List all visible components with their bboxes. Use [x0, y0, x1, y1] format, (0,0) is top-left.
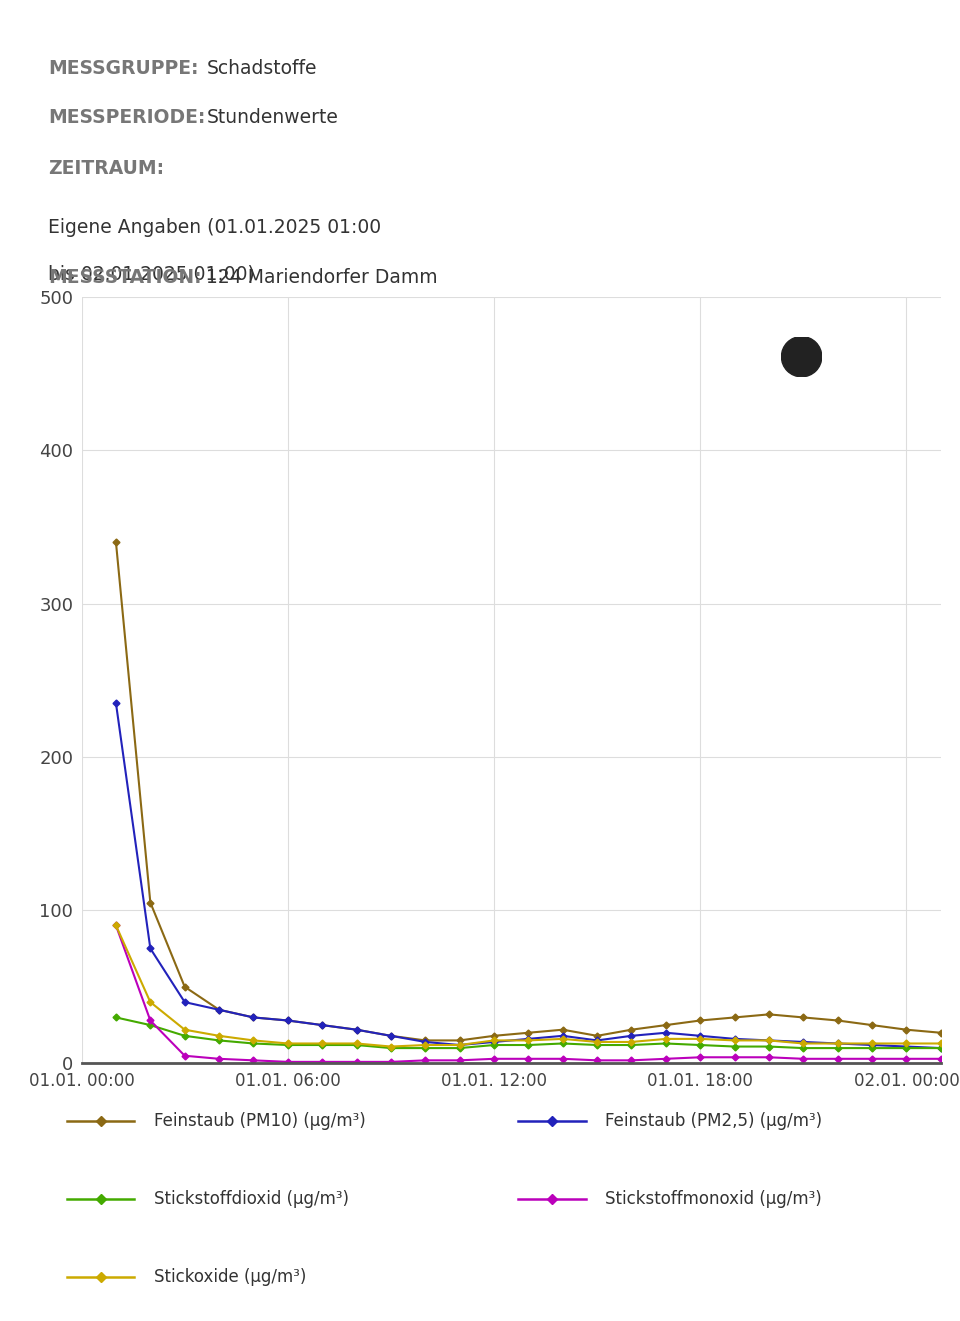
Text: MESSSTATION:: MESSSTATION:	[48, 268, 202, 287]
Text: Stickoxide (μg/m³): Stickoxide (μg/m³)	[154, 1268, 306, 1287]
Text: Feinstaub (PM10) (μg/m³): Feinstaub (PM10) (μg/m³)	[154, 1111, 366, 1129]
Text: Stundenwerte: Stundenwerte	[206, 108, 338, 127]
Text: Stickstoffmonoxid (μg/m³): Stickstoffmonoxid (μg/m³)	[605, 1190, 822, 1207]
Circle shape	[781, 337, 822, 376]
Text: Stickstoffdioxid (μg/m³): Stickstoffdioxid (μg/m³)	[154, 1190, 348, 1207]
Text: Schadstoffe: Schadstoffe	[206, 59, 317, 78]
Text: Eigene Angaben (01.01.2025 01:00: Eigene Angaben (01.01.2025 01:00	[48, 218, 381, 236]
Text: bis 02.01.2025 01:00): bis 02.01.2025 01:00)	[48, 264, 254, 283]
Text: 124 Mariendorfer Damm: 124 Mariendorfer Damm	[206, 268, 438, 287]
Text: MESSGRUPPE:: MESSGRUPPE:	[48, 59, 199, 78]
Text: ?: ?	[795, 345, 808, 369]
Text: ZEITRAUM:: ZEITRAUM:	[48, 159, 164, 177]
Text: Feinstaub (PM2,5) (μg/m³): Feinstaub (PM2,5) (μg/m³)	[605, 1111, 822, 1129]
Text: MESSPERIODE:: MESSPERIODE:	[48, 108, 205, 127]
